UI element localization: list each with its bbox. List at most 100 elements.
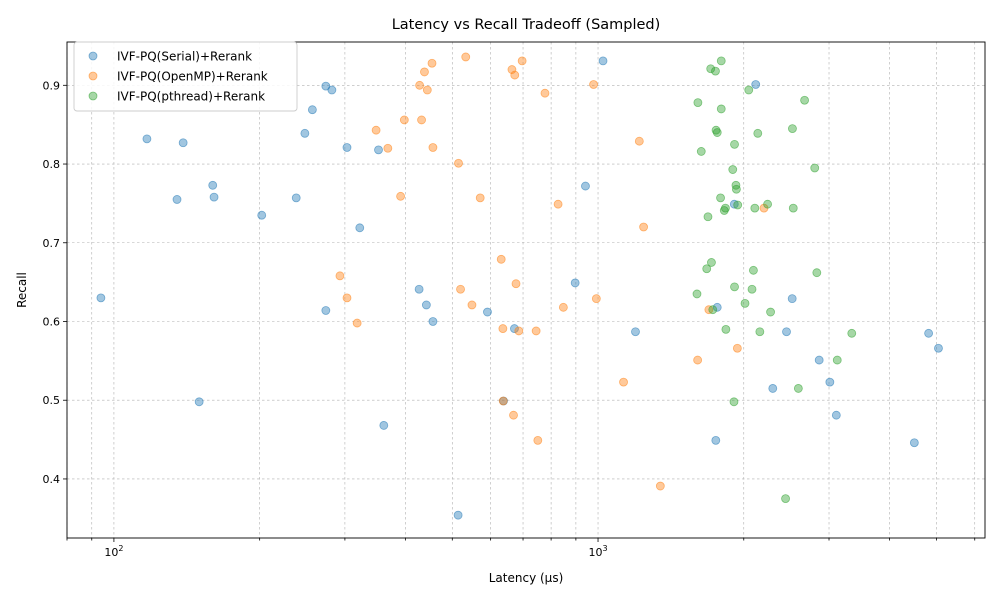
scatter-point-series-3 xyxy=(693,98,703,108)
x-tick-label: 102 xyxy=(104,544,123,559)
scatter-point-series-2 xyxy=(498,324,508,333)
scatter-point-series-2 xyxy=(558,302,568,312)
y-tick-label: 0.9 xyxy=(43,79,61,92)
scatter-point-series-1 xyxy=(374,145,383,155)
scatter-point-series-3 xyxy=(708,305,718,315)
scatter-point-series-3 xyxy=(706,64,716,74)
scatter-point-series-1 xyxy=(321,81,331,91)
scatter-point-series-1 xyxy=(96,293,106,303)
scatter-point-series-3 xyxy=(847,328,857,338)
scatter-point-series-1 xyxy=(342,143,352,152)
legend-marker xyxy=(88,71,98,81)
scatter-point-series-3 xyxy=(716,104,726,114)
scatter-point-series-1 xyxy=(510,324,519,333)
scatter-point-series-2 xyxy=(655,481,665,491)
scatter-point-series-1 xyxy=(924,328,934,338)
scatter-point-series-3 xyxy=(781,494,790,504)
scatter-point-series-1 xyxy=(421,300,431,310)
scatter-point-series-3 xyxy=(729,397,739,407)
legend-label: IVF-PQ(OpenMP)+Rerank xyxy=(117,70,268,84)
scatter-point-series-3 xyxy=(740,298,750,308)
legend-label: IVF-PQ(pthread)+Rerank xyxy=(117,90,265,104)
scatter-point-series-1 xyxy=(768,384,778,393)
scatter-point-series-3 xyxy=(721,203,730,213)
scatter-point-series-3 xyxy=(733,200,743,210)
y-tick-label: 0.8 xyxy=(43,158,61,171)
legend: IVF-PQ(Serial)+Rerank IVF-PQ(OpenMP)+Rera… xyxy=(73,41,298,112)
scatter-point-series-2 xyxy=(428,143,438,152)
scatter-point-series-3 xyxy=(731,184,741,194)
scatter-point-series-2 xyxy=(619,377,628,387)
scatter-point-series-1 xyxy=(712,302,722,312)
scatter-point-series-2 xyxy=(496,254,506,264)
scatter-point-series-2 xyxy=(371,125,381,135)
y-tick-label: 0.4 xyxy=(43,473,61,486)
chart-title: Latency vs Recall Tradeoff (Sampled) xyxy=(392,17,661,33)
x-axis-label: Latency (μs) xyxy=(489,571,564,585)
scatter-point-series-1 xyxy=(194,397,204,407)
scatter-point-series-2 xyxy=(514,326,524,336)
scatter-point-series-3 xyxy=(711,66,720,76)
y-tick-label: 0.7 xyxy=(43,237,61,250)
scatter-point-series-2 xyxy=(639,222,648,232)
scatter-point-series-1 xyxy=(379,421,389,430)
y-tick-label: 0.6 xyxy=(43,315,61,328)
scatter-point-series-3 xyxy=(716,56,726,66)
scatter-point-series-1 xyxy=(257,210,267,220)
scatter-point-series-3 xyxy=(728,165,738,174)
scatter-point-series-3 xyxy=(793,384,803,393)
plot-frame xyxy=(66,41,986,539)
scatter-point-series-3 xyxy=(744,85,754,95)
scatter-point-series-3 xyxy=(812,268,822,278)
scatter-point-series-2 xyxy=(531,326,541,336)
scatter-point-series-3 xyxy=(730,282,739,292)
scatter-point-series-1 xyxy=(414,284,424,294)
scatter-point-series-3 xyxy=(703,212,713,222)
scatter-point-series-3 xyxy=(747,284,757,294)
scatter-point-series-3 xyxy=(810,163,820,173)
scatter-point-series-3 xyxy=(721,324,731,334)
axes: 102 103 0.4 0.5 0.6 0.7 0.8 0.9 xyxy=(43,79,976,559)
y-axis-label: Recall xyxy=(15,272,29,308)
scatter-point-series-1 xyxy=(453,510,463,520)
scatter-point-series-3 xyxy=(800,95,809,105)
scatter-point-series-3 xyxy=(832,355,842,365)
scatter-point-series-1 xyxy=(909,438,919,448)
scatter-point-series-2 xyxy=(456,284,465,294)
scatter-point-series-2 xyxy=(498,396,508,406)
scatter-point-series-2 xyxy=(335,271,345,281)
scatter-point-series-1 xyxy=(787,294,797,304)
scatter-point-series-1 xyxy=(631,327,640,337)
scatter-point-series-2 xyxy=(427,58,437,68)
grid-lines xyxy=(66,42,985,538)
scatter-point-series-3 xyxy=(711,125,721,135)
scatter-point-series-1 xyxy=(825,377,835,387)
scatter-point-series-2 xyxy=(591,294,601,304)
y-tick-label: 0.5 xyxy=(43,394,61,407)
scatter-point-series-2 xyxy=(589,80,598,89)
scatter-point-series-3 xyxy=(707,258,716,267)
scatter-point-series-2 xyxy=(417,115,426,125)
scatter-point-series-1 xyxy=(355,223,365,233)
scatter-point-series-3 xyxy=(712,128,722,137)
scatter-point-series-2 xyxy=(342,293,352,303)
scatter-point-series-2 xyxy=(461,52,471,62)
scatter-point-series-1 xyxy=(208,180,218,190)
scatter-point-series-1 xyxy=(209,192,219,202)
scatter-point-series-3 xyxy=(788,124,797,134)
scatter-point-series-1 xyxy=(581,181,590,191)
scatter-point-series-1 xyxy=(711,435,721,445)
scatter-point-series-1 xyxy=(321,306,331,315)
scatter-point-series-1 xyxy=(483,307,492,317)
scatter-point-series-2 xyxy=(420,67,429,77)
scatter-point-series-2 xyxy=(422,85,432,95)
scatter-point-series-2 xyxy=(467,300,477,310)
scatter-point-series-2 xyxy=(540,88,550,98)
scatter-point-series-2 xyxy=(475,193,485,203)
scatter-point-series-1 xyxy=(178,138,188,148)
scatter-point-series-3 xyxy=(702,264,712,274)
scatter-point-series-1 xyxy=(172,195,182,204)
scatter-point-series-2 xyxy=(693,355,703,365)
scatter-point-series-1 xyxy=(307,105,317,115)
